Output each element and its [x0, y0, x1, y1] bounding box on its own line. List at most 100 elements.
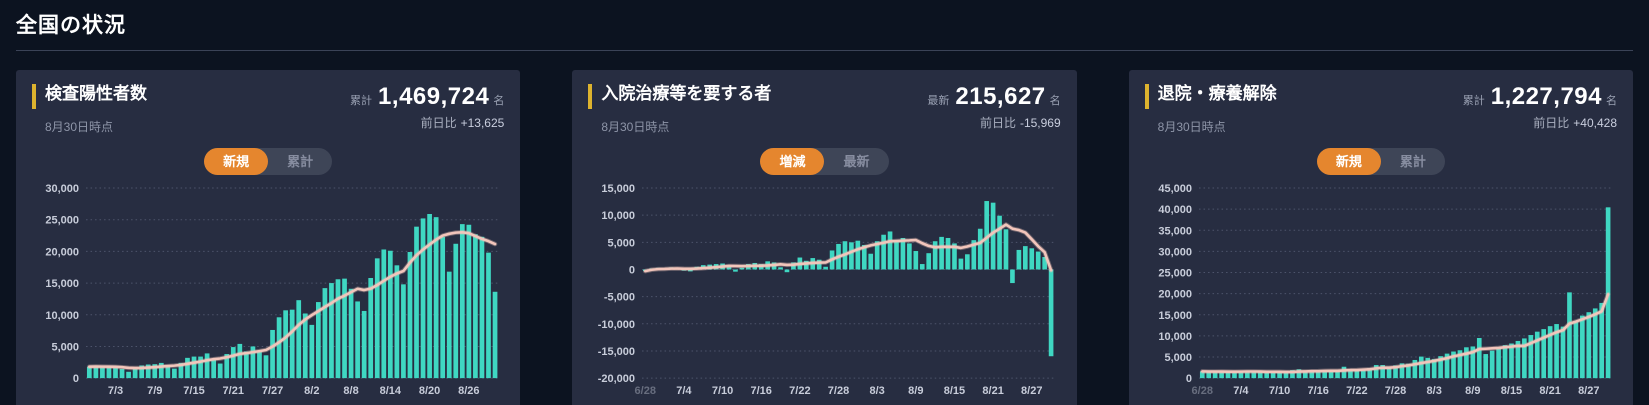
delta-label: 前日比	[1533, 116, 1570, 130]
chart-discharged: 0 5,000 10,000 15,000 20,000 25,000 30,000 35,0…	[1145, 180, 1617, 400]
svg-text:8/3: 8/3	[1426, 385, 1441, 397]
panel-title: 入院治療等を要する者	[601, 84, 772, 103]
bar-chart-svg: -20,000 -15,000 -10,000 -5,000 0 5,000 10,000 1…	[598, 183, 1055, 397]
stat-value: 1,469,724	[378, 83, 490, 110]
svg-text:8/3: 8/3	[870, 385, 885, 397]
svg-text:10,000: 10,000	[602, 210, 636, 222]
bar-chart-svg: 0 5,000 10,000 15,000 20,000 25,000 30,000 35,0…	[1158, 183, 1611, 397]
svg-text:7/22: 7/22	[789, 385, 810, 397]
svg-text:5,000: 5,000	[52, 341, 80, 353]
svg-text:25,000: 25,000	[1158, 268, 1192, 280]
svg-text:8/26: 8/26	[458, 385, 479, 397]
svg-text:15,000: 15,000	[1158, 310, 1192, 322]
svg-text:-20,000: -20,000	[598, 373, 635, 385]
svg-text:8/21: 8/21	[1539, 385, 1560, 397]
svg-text:7/22: 7/22	[1346, 385, 1367, 397]
panel-head: 検査陽性者数 8月30日時点 累計 1,469,724 名 前日比 +13,625	[32, 83, 504, 135]
toggle-cumulative[interactable]: 累計	[287, 154, 314, 169]
svg-text:8/15: 8/15	[944, 385, 965, 397]
as-of-date: 8月30日時点	[45, 120, 114, 134]
svg-text:7/4: 7/4	[1233, 385, 1249, 397]
svg-text:7/16: 7/16	[751, 385, 772, 397]
chart-positive-cases: 0 5,000 10,000 15,000 20,000 25,000 30,000 7/3 7…	[32, 180, 504, 400]
header-divider	[16, 50, 1633, 51]
panel-title: 退院・療養解除	[1157, 84, 1277, 103]
svg-text:6/28: 6/28	[1191, 385, 1212, 397]
svg-text:8/9: 8/9	[908, 385, 923, 397]
svg-text:-5,000: -5,000	[604, 292, 635, 304]
svg-text:6/28: 6/28	[635, 385, 656, 397]
toggle-new-active[interactable]: 新規	[1316, 148, 1381, 175]
stat-value: 215,627	[955, 83, 1046, 110]
chart-requiring-treatment: -20,000 -15,000 -10,000 -5,000 0 5,000 10,000 1…	[588, 180, 1060, 400]
svg-text:0: 0	[1186, 373, 1192, 385]
panel-title: 検査陽性者数	[45, 84, 147, 103]
svg-text:15,000: 15,000	[602, 183, 636, 195]
panel-discharged: 退院・療養解除 8月30日時点 累計 1,227,794 名 前日比 +40,428 …	[1128, 70, 1633, 405]
toggle-latest[interactable]: 最新	[843, 154, 870, 169]
page-title: 全国の状況	[16, 14, 126, 37]
svg-text:7/21: 7/21	[223, 385, 244, 397]
page-header: 全国の状況	[0, 0, 1649, 51]
delta-value: -15,969	[1019, 116, 1061, 130]
stat-unit: 名	[1049, 95, 1061, 107]
stat-unit: 名	[1606, 95, 1617, 107]
svg-text:7/9: 7/9	[147, 385, 162, 397]
as-of-date: 8月30日時点	[1157, 120, 1226, 134]
svg-text:-10,000: -10,000	[598, 319, 635, 331]
accent-bar	[588, 84, 593, 109]
svg-text:7/10: 7/10	[712, 385, 733, 397]
svg-text:10,000: 10,000	[1158, 331, 1192, 343]
panels-row: 検査陽性者数 8月30日時点 累計 1,469,724 名 前日比 +13,625 新…	[16, 70, 1633, 405]
svg-text:-15,000: -15,000	[598, 346, 635, 358]
toggle-new-active[interactable]: 新規	[204, 148, 269, 175]
svg-text:7/27: 7/27	[262, 385, 283, 397]
delta-label: 前日比	[979, 116, 1016, 130]
svg-text:8/20: 8/20	[419, 385, 440, 397]
svg-text:7/4: 7/4	[677, 385, 693, 397]
stat-unit: 名	[493, 95, 505, 107]
delta-label: 前日比	[420, 116, 457, 130]
svg-text:7/10: 7/10	[1269, 385, 1290, 397]
svg-text:8/15: 8/15	[1500, 385, 1521, 397]
svg-text:15,000: 15,000	[45, 278, 79, 290]
view-toggle: 新規 累計	[1316, 148, 1445, 175]
svg-text:0: 0	[73, 373, 79, 385]
svg-text:8/21: 8/21	[983, 385, 1004, 397]
svg-text:7/16: 7/16	[1307, 385, 1328, 397]
bar-chart-svg: 0 5,000 10,000 15,000 20,000 25,000 30,000 7/3 7…	[45, 183, 499, 397]
svg-text:20,000: 20,000	[1158, 289, 1192, 301]
toggle-change-active[interactable]: 増減	[760, 148, 825, 175]
svg-text:35,000: 35,000	[1158, 225, 1192, 237]
toggle-cumulative[interactable]: 累計	[1399, 154, 1426, 169]
stat-value: 1,227,794	[1490, 83, 1602, 110]
svg-text:7/28: 7/28	[1384, 385, 1405, 397]
svg-text:8/27: 8/27	[1021, 385, 1042, 397]
svg-text:8/14: 8/14	[380, 385, 402, 397]
svg-text:30,000: 30,000	[45, 183, 79, 195]
stat-label: 累計	[1462, 95, 1485, 107]
stat-label: 累計	[350, 95, 373, 107]
accent-bar	[32, 84, 36, 109]
svg-text:5,000: 5,000	[608, 237, 636, 249]
delta-value: +13,625	[460, 116, 505, 130]
svg-text:20,000: 20,000	[45, 246, 79, 258]
svg-text:30,000: 30,000	[1158, 246, 1192, 258]
as-of-date: 8月30日時点	[601, 120, 670, 134]
stat-label: 最新	[927, 95, 950, 107]
svg-text:8/9: 8/9	[1465, 385, 1480, 397]
svg-text:40,000: 40,000	[1158, 204, 1192, 216]
panel-requiring-treatment: 入院治療等を要する者 8月30日時点 最新 215,627 名 前日比 -15,969…	[572, 70, 1077, 405]
view-toggle: 増減 最新	[760, 148, 889, 175]
delta-value: +40,428	[1573, 116, 1617, 130]
svg-text:0: 0	[629, 264, 635, 276]
svg-text:25,000: 25,000	[45, 215, 79, 227]
accent-bar	[1144, 84, 1149, 109]
svg-text:45,000: 45,000	[1158, 183, 1192, 195]
panel-head: 入院治療等を要する者 8月30日時点 最新 215,627 名 前日比 -15,969	[588, 83, 1061, 135]
svg-text:7/28: 7/28	[828, 385, 849, 397]
view-toggle: 新規 累計	[204, 148, 333, 175]
panel-head: 退院・療養解除 8月30日時点 累計 1,227,794 名 前日比 +40,428	[1144, 83, 1617, 135]
svg-text:5,000: 5,000	[1164, 352, 1192, 364]
svg-text:8/8: 8/8	[343, 385, 358, 397]
